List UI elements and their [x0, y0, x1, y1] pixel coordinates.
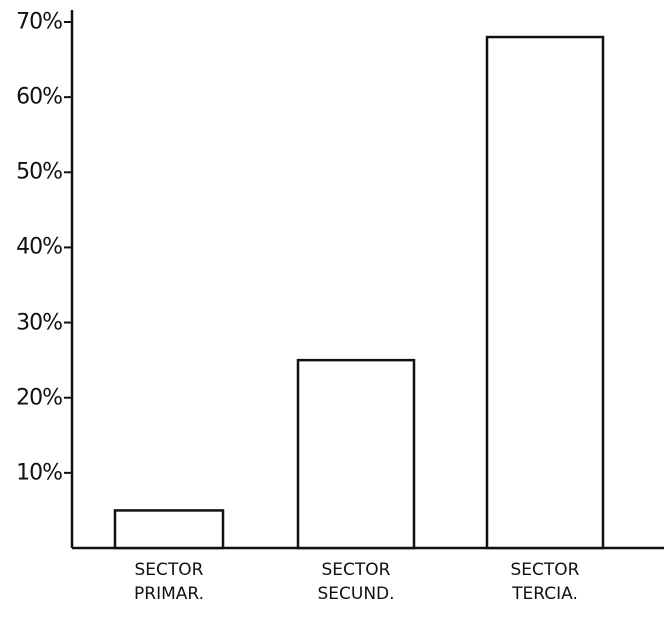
- bar: [113, 509, 225, 550]
- y-tick-label: 60%: [16, 84, 63, 110]
- bar: [485, 35, 605, 550]
- y-tick-label: 30%: [16, 310, 63, 336]
- x-tick-label: SECTOR PRIMAR.: [134, 560, 204, 604]
- y-tick-label: 70%: [16, 9, 63, 35]
- y-tick-label: 50%: [16, 159, 63, 185]
- y-tick-label: 10%: [16, 460, 63, 486]
- y-tick-label: 40%: [16, 234, 63, 260]
- x-tick-label: SECTOR TERCIA.: [510, 560, 580, 604]
- bar: [296, 358, 416, 550]
- x-tick-label: SECTOR SECUND.: [317, 560, 395, 604]
- y-tick-label: 20%: [16, 385, 63, 411]
